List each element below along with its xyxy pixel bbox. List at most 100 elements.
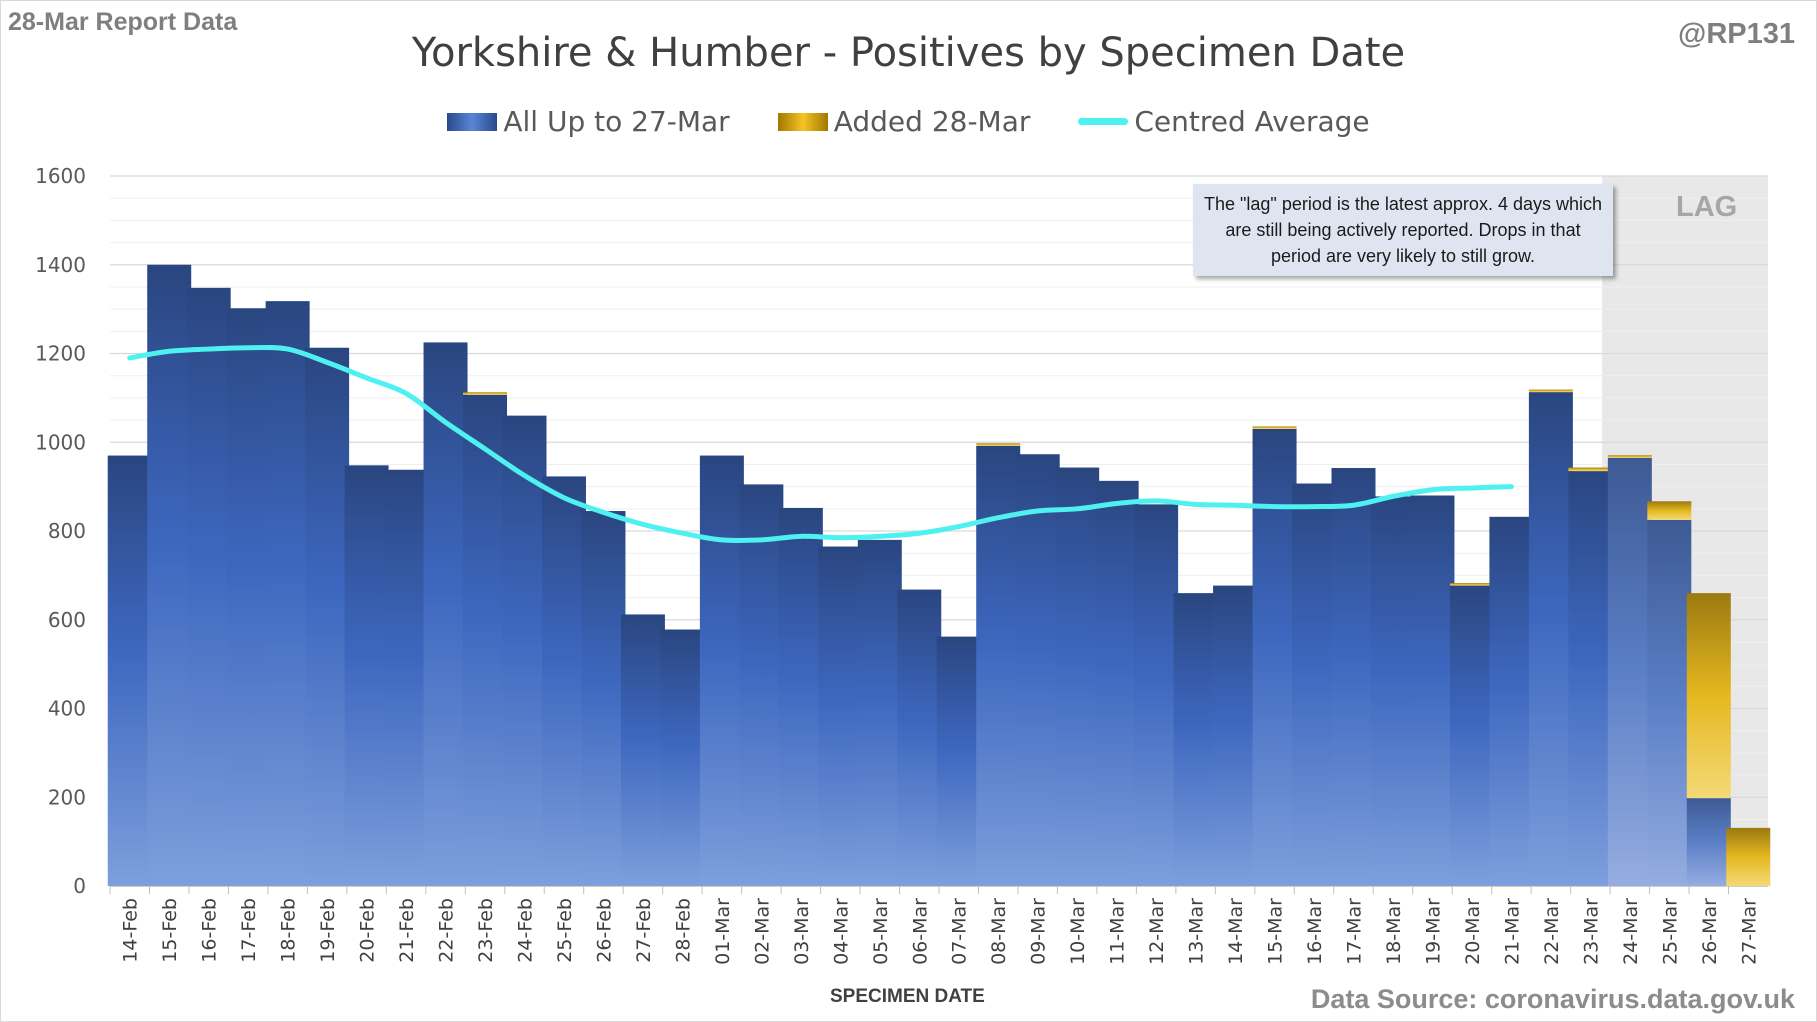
x-tick-label: 08-Mar [988, 898, 1010, 965]
bar-base [1252, 428, 1297, 886]
x-tick-label: 19-Feb [317, 898, 339, 963]
bar-base [1568, 471, 1613, 886]
y-tick-label: 800 [48, 519, 86, 543]
x-tick-label: 07-Mar [949, 898, 971, 965]
report-label: 28-Mar Report Data [8, 8, 238, 36]
bar-base [818, 546, 863, 886]
lag-label: LAG [1676, 191, 1738, 223]
bar-base [778, 507, 823, 886]
x-tick-label: 25-Feb [554, 898, 576, 963]
bar-base [1094, 480, 1139, 886]
chart-title: Yorkshire & Humber - Positives by Specim… [411, 30, 1406, 76]
x-tick-label: 15-Feb [159, 898, 181, 963]
bar-base [265, 301, 310, 886]
bar-base [1449, 585, 1494, 886]
bar-base [581, 511, 626, 886]
x-tick-label: 16-Feb [199, 898, 221, 963]
bar-base [1055, 467, 1100, 886]
legend-label-base: All Up to 27-Mar [503, 105, 730, 138]
x-tick-label: 27-Feb [633, 898, 655, 963]
x-tick-label: 22-Mar [1541, 898, 1563, 965]
chart-legend: All Up to 27-Mar Added 28-Mar Centred Av… [0, 105, 1817, 138]
bar-added [1449, 583, 1494, 586]
x-tick-label: 12-Mar [1146, 898, 1168, 965]
x-tick-label: 17-Mar [1344, 898, 1366, 965]
legend-item-added: Added 28-Mar [777, 105, 1031, 138]
x-tick-label: 26-Feb [593, 898, 615, 963]
x-tick-label: 26-Mar [1699, 898, 1721, 965]
bar-base [1528, 392, 1573, 886]
bar-base [1607, 457, 1652, 886]
x-tick-label: 05-Mar [870, 898, 892, 965]
x-tick-label: 03-Mar [791, 898, 813, 965]
x-tick-label: 11-Mar [1107, 898, 1129, 965]
y-tick-label: 1000 [35, 430, 86, 454]
bar-base [1015, 454, 1060, 886]
y-tick-label: 0 [73, 874, 86, 898]
lag-note: The "lag" period is the latest approx. 4… [1193, 184, 1613, 276]
bar-base [1331, 467, 1376, 886]
bar-base [502, 415, 547, 886]
bar-base [463, 394, 508, 886]
bar-base [620, 614, 665, 886]
x-tick-label: 06-Mar [909, 898, 931, 965]
bar-base [1292, 483, 1337, 886]
bar-base [186, 287, 231, 886]
legend-item-average: Centred Average [1078, 105, 1370, 138]
y-tick-label: 200 [48, 785, 86, 809]
bars [107, 264, 1771, 886]
bar-base [936, 636, 981, 886]
bar-base [384, 469, 429, 886]
x-tick-label: 02-Mar [751, 898, 773, 965]
bar-added [1252, 426, 1297, 429]
x-tick-label: 14-Feb [120, 898, 142, 963]
legend-swatch-base [447, 112, 498, 131]
x-tick-label: 24-Feb [515, 898, 537, 963]
bar-base [1213, 585, 1258, 886]
bar-base [660, 629, 705, 886]
x-tick-label: 17-Feb [238, 898, 260, 963]
legend-item-base: All Up to 27-Mar [447, 105, 730, 138]
x-tick-label: 16-Mar [1304, 898, 1326, 965]
bar-base [1370, 496, 1415, 886]
y-tick-label: 400 [48, 697, 86, 721]
bar-base [1410, 495, 1455, 886]
bar-base [1489, 516, 1534, 886]
x-tick-label: 25-Mar [1659, 898, 1681, 965]
x-tick-label: 15-Mar [1265, 898, 1287, 965]
x-tick-label: 27-Mar [1738, 898, 1760, 965]
bar-base [147, 264, 192, 886]
bar-added [1647, 501, 1692, 520]
average-line-group [127, 344, 1514, 544]
x-tick-label: 18-Mar [1383, 898, 1405, 965]
centred-average-line [127, 344, 1514, 544]
author-handle: @RP131 [1678, 18, 1795, 50]
x-tick-label: 24-Mar [1620, 898, 1642, 965]
x-tick-label: 09-Mar [1028, 898, 1050, 965]
bar-added [976, 443, 1021, 446]
y-tick-label: 1600 [35, 164, 86, 188]
bar-added [1607, 455, 1652, 458]
y-tick-label: 600 [48, 608, 86, 632]
x-tick-label: 10-Mar [1067, 898, 1089, 965]
x-tick-label: 23-Feb [475, 898, 497, 963]
data-source: Data Source: coronavirus.data.gov.uk [1310, 984, 1795, 1014]
y-tick-label: 1400 [35, 253, 86, 277]
bar-base [897, 589, 942, 886]
bar-base [344, 465, 389, 886]
x-tick-label: 01-Mar [712, 898, 734, 965]
bar-base [739, 484, 784, 886]
x-tick-label: 20-Feb [357, 898, 379, 963]
bar-base [1686, 798, 1731, 886]
x-tick-label: 14-Mar [1225, 898, 1247, 965]
legend-swatch-added [777, 112, 828, 131]
bar-base [107, 455, 152, 886]
x-tick-label: 04-Mar [830, 898, 852, 965]
bar-base [1173, 593, 1218, 886]
bar-base [305, 347, 350, 886]
legend-label-added: Added 28-Mar [833, 105, 1031, 138]
bar-base [226, 308, 271, 886]
bar-added [1528, 389, 1573, 393]
x-axis: 14-Feb 15-Feb 16-Feb 17-Feb 18-Feb 19-Feb 20-F… [109, 886, 1760, 965]
bar-added [1568, 467, 1613, 472]
